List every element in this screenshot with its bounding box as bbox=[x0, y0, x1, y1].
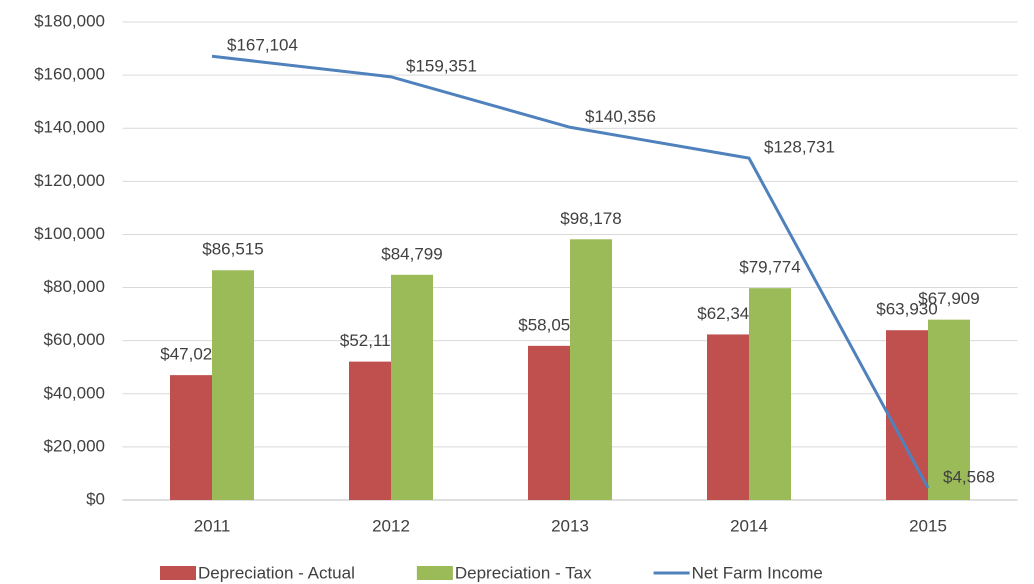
y-tick-label: $40,000 bbox=[44, 383, 105, 402]
legend-label: Depreciation - Actual bbox=[198, 563, 355, 582]
line bbox=[211, 54, 930, 489]
data-label: $67,909 bbox=[918, 289, 979, 308]
data-label: $128,731 bbox=[764, 138, 835, 157]
x-tick-label: 2011 bbox=[194, 516, 231, 535]
bar bbox=[570, 239, 612, 500]
bar bbox=[928, 319, 970, 500]
bar bbox=[170, 375, 212, 500]
x-tick-label: 2015 bbox=[909, 516, 947, 535]
y-tick-label: $140,000 bbox=[34, 118, 105, 137]
data-label: $98,178 bbox=[560, 209, 621, 228]
data-label: $159,351 bbox=[406, 56, 477, 75]
y-tick-label: $180,000 bbox=[34, 11, 105, 30]
y-tick-label: $120,000 bbox=[34, 171, 105, 190]
data-label: $4,568 bbox=[943, 467, 995, 486]
bar bbox=[391, 274, 433, 500]
data-label: $84,799 bbox=[381, 244, 442, 263]
y-tick-label: $100,000 bbox=[34, 224, 105, 243]
x-tick-label: 2013 bbox=[551, 516, 589, 535]
data-label: $140,356 bbox=[585, 107, 656, 126]
x-tick-label: 2014 bbox=[730, 516, 768, 535]
y-tick-label: $0 bbox=[86, 489, 105, 508]
bar bbox=[886, 330, 928, 500]
bar bbox=[749, 288, 791, 500]
y-tick-label: $60,000 bbox=[44, 330, 105, 349]
x-tick-label: 2012 bbox=[372, 516, 410, 535]
data-label: $167,104 bbox=[227, 36, 298, 55]
bar bbox=[212, 270, 254, 500]
legend-label: Depreciation - Tax bbox=[455, 563, 592, 582]
data-label: $79,774 bbox=[739, 258, 800, 277]
legend-swatch bbox=[160, 566, 196, 580]
data-label: $62,343 bbox=[697, 304, 758, 323]
bar bbox=[349, 361, 391, 500]
bar bbox=[707, 334, 749, 500]
legend-label: Net Farm Income bbox=[692, 563, 823, 582]
data-label: $63,930 bbox=[876, 300, 937, 319]
legend-swatch bbox=[416, 566, 453, 580]
data-label: $52,115 bbox=[340, 331, 400, 350]
y-tick-label: $160,000 bbox=[34, 65, 105, 84]
y-tick-label: $80,000 bbox=[44, 277, 105, 296]
data-label: $47,020 bbox=[160, 345, 221, 364]
data-label: $86,515 bbox=[202, 240, 263, 259]
y-tick-label: $20,000 bbox=[44, 436, 105, 455]
bar bbox=[528, 345, 570, 500]
data-label: $58,052 bbox=[518, 315, 579, 334]
